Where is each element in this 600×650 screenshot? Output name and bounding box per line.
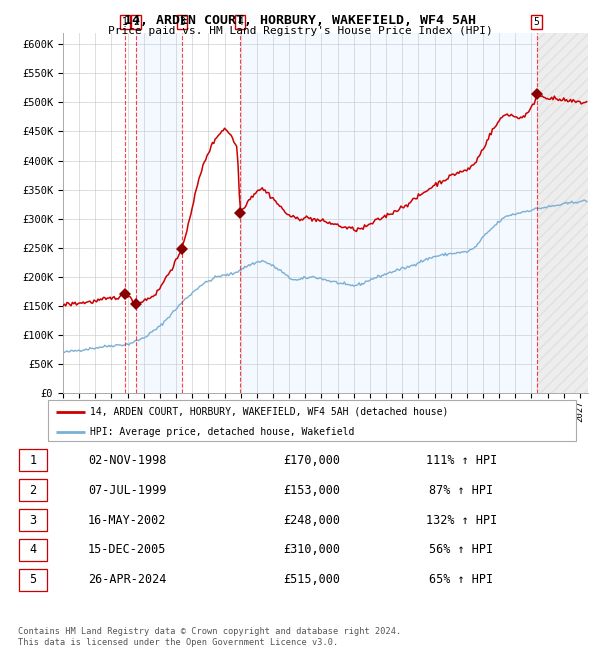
Text: 56% ↑ HPI: 56% ↑ HPI	[429, 543, 493, 556]
Text: 14, ARDEN COURT, HORBURY, WAKEFIELD, WF4 5AH (detached house): 14, ARDEN COURT, HORBURY, WAKEFIELD, WF4…	[90, 407, 449, 417]
Bar	[136, 32, 182, 393]
Text: 4: 4	[29, 543, 36, 556]
Text: 02-NOV-1998: 02-NOV-1998	[88, 454, 166, 467]
Text: 1: 1	[29, 454, 36, 467]
Text: 07-JUL-1999: 07-JUL-1999	[88, 484, 166, 497]
Text: 3: 3	[179, 17, 185, 27]
Text: 16-MAY-2002: 16-MAY-2002	[88, 514, 166, 526]
Text: 14, ARDEN COURT, HORBURY, WAKEFIELD, WF4 5AH: 14, ARDEN COURT, HORBURY, WAKEFIELD, WF4…	[124, 14, 476, 27]
Text: HPI: Average price, detached house, Wakefield: HPI: Average price, detached house, Wake…	[90, 427, 355, 437]
Bar	[19, 569, 47, 591]
Text: Contains HM Land Registry data © Crown copyright and database right 2024.
This d: Contains HM Land Registry data © Crown c…	[18, 627, 401, 647]
Text: 2: 2	[29, 484, 36, 497]
Text: £248,000: £248,000	[283, 514, 340, 526]
Text: 3: 3	[29, 514, 36, 526]
Text: 111% ↑ HPI: 111% ↑ HPI	[425, 454, 497, 467]
Text: Price paid vs. HM Land Registry's House Price Index (HPI): Price paid vs. HM Land Registry's House …	[107, 26, 493, 36]
Bar	[19, 449, 47, 471]
Bar	[536, 32, 588, 393]
Text: £170,000: £170,000	[283, 454, 340, 467]
Text: £310,000: £310,000	[283, 543, 340, 556]
Text: 5: 5	[29, 573, 36, 586]
Text: 5: 5	[533, 17, 539, 27]
Text: 1: 1	[122, 17, 128, 27]
Text: 65% ↑ HPI: 65% ↑ HPI	[429, 573, 493, 586]
Bar	[19, 539, 47, 561]
Bar	[19, 509, 47, 531]
Bar	[240, 32, 536, 393]
Text: 15-DEC-2005: 15-DEC-2005	[88, 543, 166, 556]
Text: 4: 4	[237, 17, 243, 27]
Text: 87% ↑ HPI: 87% ↑ HPI	[429, 484, 493, 497]
Text: 2: 2	[133, 17, 139, 27]
Bar	[536, 32, 588, 393]
Text: £153,000: £153,000	[283, 484, 340, 497]
Text: £515,000: £515,000	[283, 573, 340, 586]
Text: 26-APR-2024: 26-APR-2024	[88, 573, 166, 586]
Text: 132% ↑ HPI: 132% ↑ HPI	[425, 514, 497, 526]
Bar	[19, 479, 47, 501]
